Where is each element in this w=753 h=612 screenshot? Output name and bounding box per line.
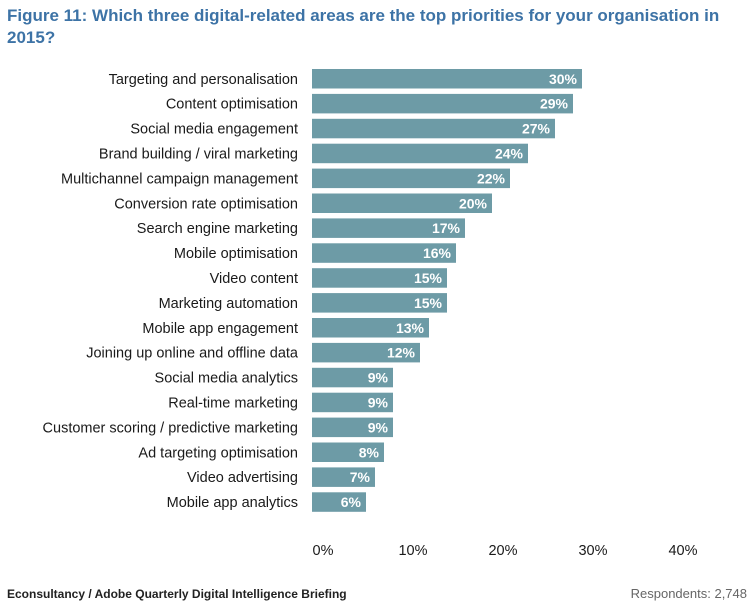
value-label: 12% [387, 345, 416, 361]
value-label: 20% [459, 195, 488, 211]
bar [312, 318, 429, 338]
bar [312, 268, 447, 288]
category-label: Brand building / viral marketing [99, 146, 298, 162]
category-label: Real-time marketing [168, 395, 298, 411]
category-label: Video content [210, 271, 298, 287]
bar [312, 367, 393, 388]
value-label: 9% [368, 419, 389, 435]
bar [312, 467, 375, 487]
bar [312, 218, 465, 238]
value-label: 7% [350, 469, 371, 485]
value-label: 15% [414, 270, 443, 286]
value-label: 17% [432, 220, 461, 236]
category-label: Marketing automation [159, 296, 298, 312]
category-label: Video advertising [187, 470, 298, 486]
category-label: Mobile optimisation [174, 246, 298, 262]
x-tick-label: 0% [313, 543, 334, 559]
x-tick-label: 30% [578, 543, 607, 559]
bar [312, 168, 510, 189]
category-label: Social media analytics [155, 371, 298, 387]
value-label: 13% [396, 320, 425, 336]
value-label: 30% [549, 71, 578, 87]
category-label: Targeting and personalisation [109, 72, 298, 88]
category-label: Search engine marketing [137, 221, 298, 237]
bar [312, 442, 384, 462]
bar [312, 118, 555, 139]
category-label: Mobile app analytics [167, 495, 298, 511]
category-label: Mobile app engagement [142, 321, 298, 337]
value-labels-group: 30% 29% 27% 24% 22% 20% 17% 16% 15% 15% 13% 12% 9% 9%… [341, 71, 578, 510]
value-label: 16% [423, 245, 452, 261]
respondents-count: Respondents: 2,748 [630, 586, 747, 601]
bar [312, 392, 393, 413]
category-label: Ad targeting optimisation [138, 445, 298, 461]
bar [312, 143, 528, 164]
value-label: 22% [477, 170, 506, 186]
x-tick-label: 10% [398, 543, 427, 559]
value-label: 15% [414, 295, 443, 311]
value-label: 9% [368, 394, 389, 410]
category-label: Social media engagement [130, 122, 298, 138]
value-label: 29% [540, 96, 569, 112]
x-tick-label: 40% [668, 543, 697, 559]
value-label: 24% [495, 145, 524, 161]
source-note: Econsultancy / Adobe Quarterly Digital I… [7, 587, 347, 601]
x-tick-label: 20% [488, 543, 517, 559]
category-label: Customer scoring / predictive marketing [43, 420, 298, 436]
value-label: 27% [522, 121, 551, 137]
value-label: 9% [368, 370, 389, 386]
value-label: 8% [359, 444, 380, 460]
value-label: 6% [341, 494, 362, 510]
category-label: Joining up online and offline data [86, 346, 299, 362]
bar [312, 342, 420, 363]
category-label: Content optimisation [166, 97, 298, 113]
bar [312, 93, 573, 114]
bar [312, 243, 456, 263]
bar [312, 69, 582, 89]
bars-group [312, 69, 582, 512]
bar [312, 193, 492, 213]
bar [312, 417, 393, 438]
category-label: Conversion rate optimisation [114, 196, 298, 212]
category-label: Multichannel campaign management [61, 171, 298, 187]
x-axis-ticks-group: 0% 10% 20% 30% 40% [313, 543, 698, 559]
chart-title: Figure 11: Which three digital-related a… [7, 6, 720, 47]
category-labels-group: Targeting and personalisation Content opt… [43, 72, 299, 511]
bar [312, 492, 366, 512]
bar [312, 293, 447, 313]
